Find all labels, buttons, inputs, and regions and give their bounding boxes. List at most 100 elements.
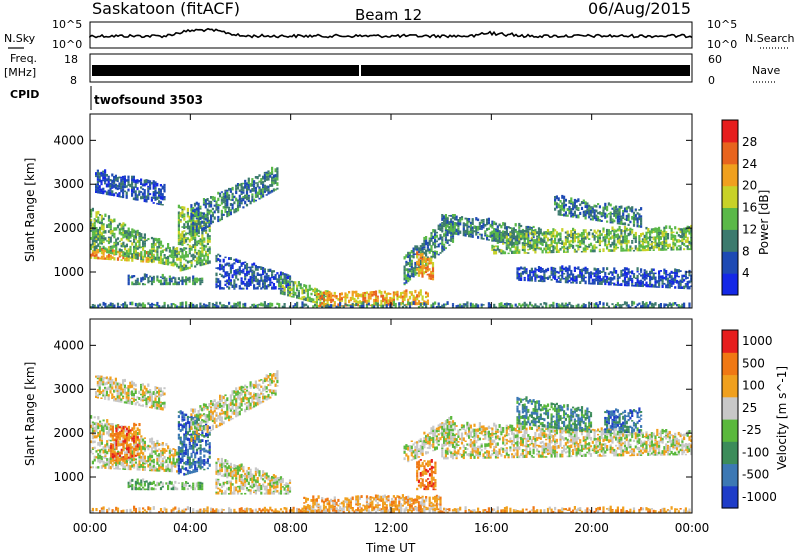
echo-cell xyxy=(582,277,585,282)
echo-cell xyxy=(500,233,503,236)
echo-cell xyxy=(580,233,584,236)
echo-cell xyxy=(258,180,261,183)
echo-cell xyxy=(579,270,582,275)
echo-cell xyxy=(143,447,146,451)
echo-cell xyxy=(143,244,146,246)
echo-cell xyxy=(426,246,429,249)
echo-cell xyxy=(129,236,132,239)
echo-cell xyxy=(502,304,505,307)
echo-cell xyxy=(122,236,125,239)
cpid-value: twofsound 3503 xyxy=(94,93,203,107)
echo-cell xyxy=(407,255,410,259)
echo-cell xyxy=(205,250,208,253)
echo-cell xyxy=(152,460,155,464)
echo-cell xyxy=(117,452,120,455)
echo-cell xyxy=(613,206,616,210)
echo-cell xyxy=(392,300,395,305)
echo-cell xyxy=(643,249,646,252)
echo-cell xyxy=(170,277,173,281)
echo-cell xyxy=(219,254,222,258)
echo-cell xyxy=(582,213,585,218)
echo-cell xyxy=(152,458,155,461)
echo-cell xyxy=(622,210,625,213)
echo-cell xyxy=(561,202,564,204)
echo-cell xyxy=(107,250,111,254)
echo-cell xyxy=(272,181,275,185)
echo-cell xyxy=(136,467,139,471)
echo-cell xyxy=(136,432,139,435)
echo-cell xyxy=(98,185,101,189)
echo-cell xyxy=(690,277,693,281)
echo-cell xyxy=(228,264,231,267)
echo-cell xyxy=(439,306,442,308)
echo-cell xyxy=(263,270,266,273)
echo-cell xyxy=(106,248,109,252)
echo-cell xyxy=(141,392,144,396)
echo-cell xyxy=(649,249,652,251)
echo-cell xyxy=(201,220,204,224)
echo-cell xyxy=(220,267,223,270)
echo-cell xyxy=(573,201,576,205)
echo-cell xyxy=(408,302,412,306)
echo-cell xyxy=(152,253,155,256)
echo-cell xyxy=(555,306,558,308)
echo-cell xyxy=(550,245,553,248)
echo-cell xyxy=(150,454,154,459)
echo-cell xyxy=(301,287,304,289)
echo-cell xyxy=(652,276,655,278)
echo-cell xyxy=(666,279,670,283)
echo-cell xyxy=(168,458,171,461)
echo-cell xyxy=(441,304,444,308)
echo-cell xyxy=(615,304,618,306)
echo-cell xyxy=(131,401,134,404)
echo-cell xyxy=(602,214,605,217)
echo-cell xyxy=(181,230,184,235)
echo-cell xyxy=(416,255,419,259)
echo-cell xyxy=(158,400,161,405)
echo-cell xyxy=(412,252,415,255)
echo-cell xyxy=(143,482,146,487)
echo-cell xyxy=(195,210,198,213)
echo-cell xyxy=(113,448,116,451)
echo-cell xyxy=(631,216,634,220)
echo-cell xyxy=(552,251,555,254)
echo-cell xyxy=(622,230,625,232)
echo-cell xyxy=(194,220,197,222)
echo-cell xyxy=(620,217,623,219)
echo-cell xyxy=(258,188,261,193)
echo-cell xyxy=(405,295,408,298)
echo-cell xyxy=(156,481,159,485)
echo-cell xyxy=(523,269,526,271)
echo-cell xyxy=(430,304,433,308)
echo-cell xyxy=(326,294,329,299)
echo-cell xyxy=(582,237,585,239)
echo-cell xyxy=(140,181,143,184)
echo-cell xyxy=(541,249,544,254)
echo-cell xyxy=(265,194,268,196)
echo-cell xyxy=(113,467,116,470)
echo-cell xyxy=(168,448,171,450)
echo-cell xyxy=(292,295,295,298)
echo-cell xyxy=(555,270,558,274)
echo-cell xyxy=(240,188,243,191)
echo-cell xyxy=(91,460,94,465)
echo-cell xyxy=(595,209,598,213)
echo-cell xyxy=(609,231,612,233)
echo-cell xyxy=(450,220,453,223)
echo-cell xyxy=(263,304,266,308)
echo-cell xyxy=(450,240,453,242)
echo-cell xyxy=(591,272,594,275)
echo-cell xyxy=(186,213,189,216)
echo-cell xyxy=(464,305,467,307)
echo-cell xyxy=(150,392,153,396)
echo-cell xyxy=(192,214,195,217)
echo-cell xyxy=(149,280,152,282)
echo-cell xyxy=(643,278,646,281)
echo-cell xyxy=(124,468,127,470)
echo-cell xyxy=(254,189,257,194)
echo-cell xyxy=(133,447,136,451)
echo-cell xyxy=(116,450,120,454)
echo-cell xyxy=(260,273,263,277)
echo-cell xyxy=(152,279,155,281)
echo-cell xyxy=(537,232,541,237)
